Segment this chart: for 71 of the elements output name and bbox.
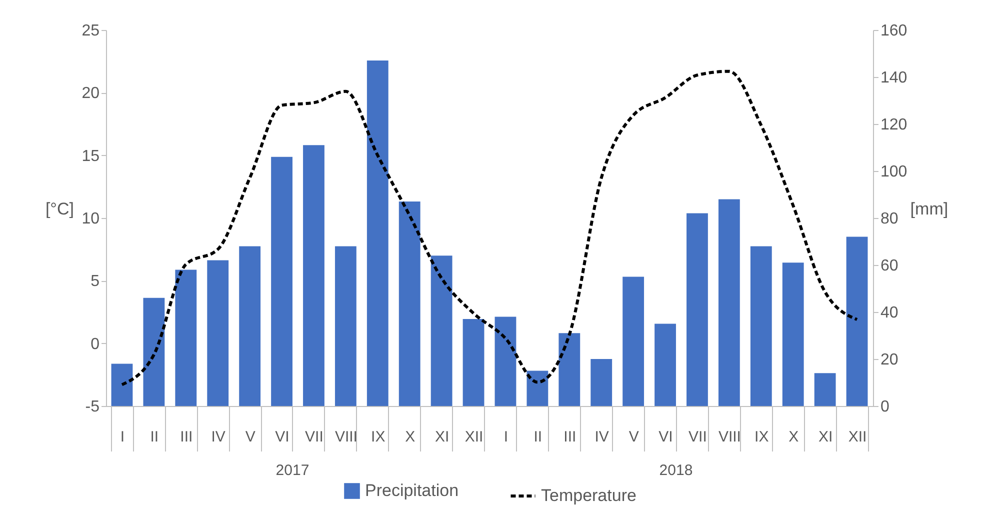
bar (239, 246, 261, 406)
bar (814, 373, 836, 406)
legend-label: Precipitation (365, 481, 459, 500)
y2-tick-label: 80 (880, 210, 898, 228)
x-tick-label: VIII (718, 428, 741, 446)
text: 2017 (276, 462, 310, 479)
y2-tick-label: 120 (880, 116, 908, 134)
y-tick-label: 10 (82, 210, 100, 228)
x-tick-label: X (788, 428, 799, 446)
x-tick-label: VIII (334, 428, 358, 446)
bar (430, 256, 452, 406)
x-tick-label: II (534, 428, 542, 446)
y-tick-label: 20 (82, 85, 100, 102)
x-tick-label: XI (434, 428, 450, 446)
y-axis-title: [°C] (45, 200, 74, 218)
bar (207, 260, 229, 406)
bar (654, 324, 676, 406)
x-tick-label: V (245, 428, 256, 446)
x-tick-label: V (628, 428, 639, 446)
y2-tick-label: 0 (880, 398, 890, 416)
legend-label: Temperature (541, 486, 636, 505)
bar (398, 202, 420, 406)
y-tick-label: 25 (82, 22, 100, 40)
y2-tick-label: 100 (880, 164, 908, 180)
bar (590, 359, 612, 406)
x-tick-label: XI (818, 428, 833, 446)
x-tick-label: IX (371, 428, 386, 446)
y2-tick-label: 20 (880, 352, 898, 368)
x-tick-label: I (504, 428, 508, 446)
x-tick-label: I (120, 428, 125, 446)
bar (334, 246, 356, 406)
x-tick-label: VI (275, 428, 290, 446)
bar (622, 276, 644, 406)
bar (718, 199, 740, 406)
text: 2018 (659, 462, 693, 479)
x-tick-label: XII (848, 428, 867, 446)
x-tick-label: X (405, 428, 416, 446)
bar (494, 316, 516, 406)
bar (750, 246, 772, 406)
bar (143, 298, 165, 406)
y-tick-label: 5 (90, 273, 100, 290)
y-tick-label: -5 (85, 398, 100, 416)
x-tick-label: XII (464, 428, 484, 446)
y2-tick-label: 160 (880, 22, 908, 40)
bar (686, 213, 708, 406)
bar (846, 236, 868, 406)
bar (462, 319, 484, 406)
y-tick-label: 0 (90, 336, 100, 353)
x-tick-label: III (564, 428, 576, 446)
x-tick-label: III (180, 428, 193, 446)
x-tick-label: IV (211, 428, 226, 446)
bar (111, 364, 133, 406)
bar (175, 270, 197, 406)
x-tick-label: VI (658, 428, 673, 446)
bar (366, 60, 388, 406)
line-series (120, 70, 859, 386)
y2-tick-label: 140 (880, 70, 908, 86)
bar (558, 333, 580, 406)
bar (271, 156, 292, 406)
y-tick-label: 15 (82, 148, 100, 165)
x-tick-label: II (150, 428, 159, 446)
y2-tick-label: 40 (880, 304, 898, 322)
y2-axis-title: [mm] (910, 200, 948, 218)
x-tick-label: VII (305, 428, 324, 446)
y2-tick-label: 60 (880, 258, 898, 274)
x-tick-label: IV (594, 428, 609, 446)
bar (303, 145, 324, 406)
x-tick-label: VII (688, 428, 707, 446)
x-tick-label: IX (754, 428, 769, 446)
bar (782, 262, 804, 406)
bar (526, 370, 548, 406)
